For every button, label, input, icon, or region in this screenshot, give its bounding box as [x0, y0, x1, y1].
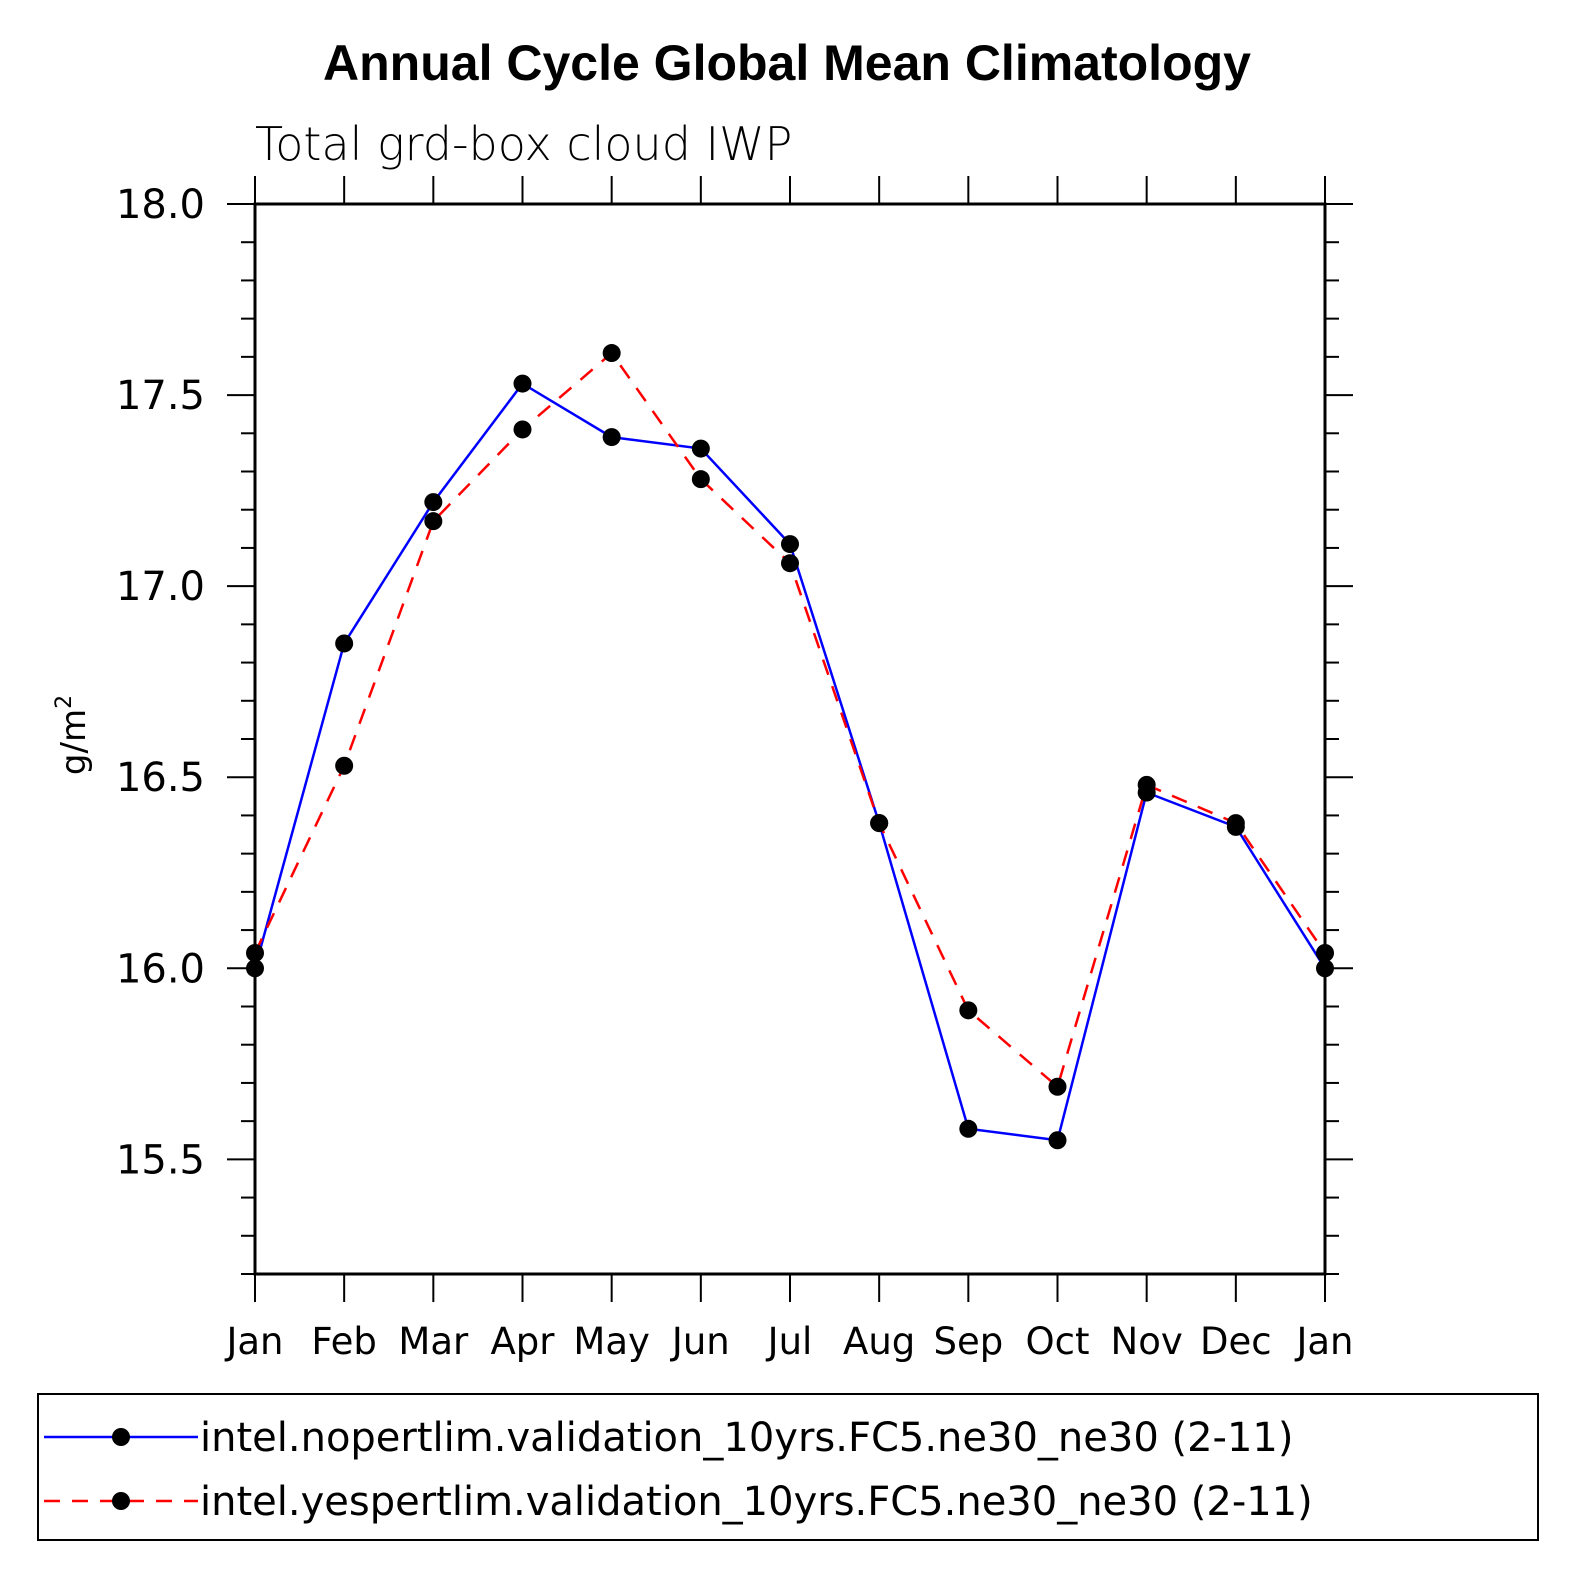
plot-area: 15.5 16.0 16.5 17.0 17.5 18.0 Jan Feb Mar Apr May J…: [116, 176, 1354, 1363]
series-1-point: [1048, 1131, 1067, 1150]
x-tick-label: Apr: [490, 1320, 555, 1363]
x-tick-label: Aug: [843, 1320, 915, 1363]
series-2-point: [1137, 775, 1156, 794]
legend-marker-1: [112, 1428, 130, 1446]
series-2-point: [1316, 944, 1334, 962]
series-line-1: [253, 381, 1327, 1142]
legend-box: [37, 1393, 1539, 1541]
series-1-point: [691, 439, 710, 458]
y-axis-label: g/m2: [52, 695, 94, 775]
x-tick-label: Mar: [398, 1320, 469, 1363]
chart-subtitle: Total grd-box cloud IWP: [255, 117, 792, 171]
plot-frame: [253, 202, 1327, 1276]
y-tick-label: 17.5: [116, 373, 205, 419]
series-2-point: [1226, 814, 1245, 833]
legend-label-2: intel.yespertlim.validation_10yrs.FC5.ne…: [200, 1479, 1313, 1525]
legend-marker-2: [112, 1492, 130, 1510]
series-line-2: [253, 351, 1327, 1089]
series-1-point: [424, 493, 443, 512]
series-2-point: [424, 512, 443, 531]
series-2-point: [1048, 1077, 1067, 1096]
series-2-point: [691, 470, 710, 489]
y-tick-label: 15.5: [116, 1137, 205, 1183]
series-2-point: [781, 554, 799, 573]
x-tick-label: Jan: [1294, 1320, 1353, 1363]
x-tick-label: Dec: [1200, 1320, 1272, 1363]
x-tick-label: Jan: [224, 1320, 283, 1363]
y-tick-label: 17.0: [116, 564, 205, 610]
x-tick-label: May: [573, 1320, 650, 1363]
y-tick-label: 16.0: [116, 946, 205, 992]
legend-label-1: intel.nopertlim.validation_10yrs.FC5.ne3…: [200, 1415, 1293, 1461]
y-tick-label: 18.0: [116, 182, 205, 228]
x-tick-label: Jun: [670, 1320, 730, 1363]
series-2-point: [959, 1001, 978, 1020]
x-tick-label: Feb: [311, 1320, 377, 1363]
legend: intel.nopertlim.validation_10yrs.FC5.ne3…: [37, 1393, 1539, 1541]
x-tick-label: Sep: [933, 1320, 1003, 1363]
series-2-point: [335, 756, 354, 775]
series-1-point: [602, 428, 621, 447]
series-2-point: [246, 944, 264, 962]
x-tick-label: Jul: [766, 1320, 813, 1363]
series-1-point: [513, 374, 532, 393]
series-1-point: [959, 1119, 978, 1138]
series-1-point: [781, 535, 799, 554]
series-2-point: [513, 420, 532, 439]
x-tick-label: Oct: [1026, 1320, 1090, 1363]
series-1-point: [246, 959, 264, 978]
series-1-point: [1316, 959, 1334, 978]
y-tick-label: 16.5: [116, 755, 205, 801]
series-2-point: [870, 814, 889, 833]
x-tick-label: Nov: [1111, 1320, 1183, 1363]
series-1-point: [335, 634, 354, 653]
chart-title: Annual Cycle Global Mean Climatology: [323, 35, 1251, 91]
series-2-point: [602, 344, 621, 363]
